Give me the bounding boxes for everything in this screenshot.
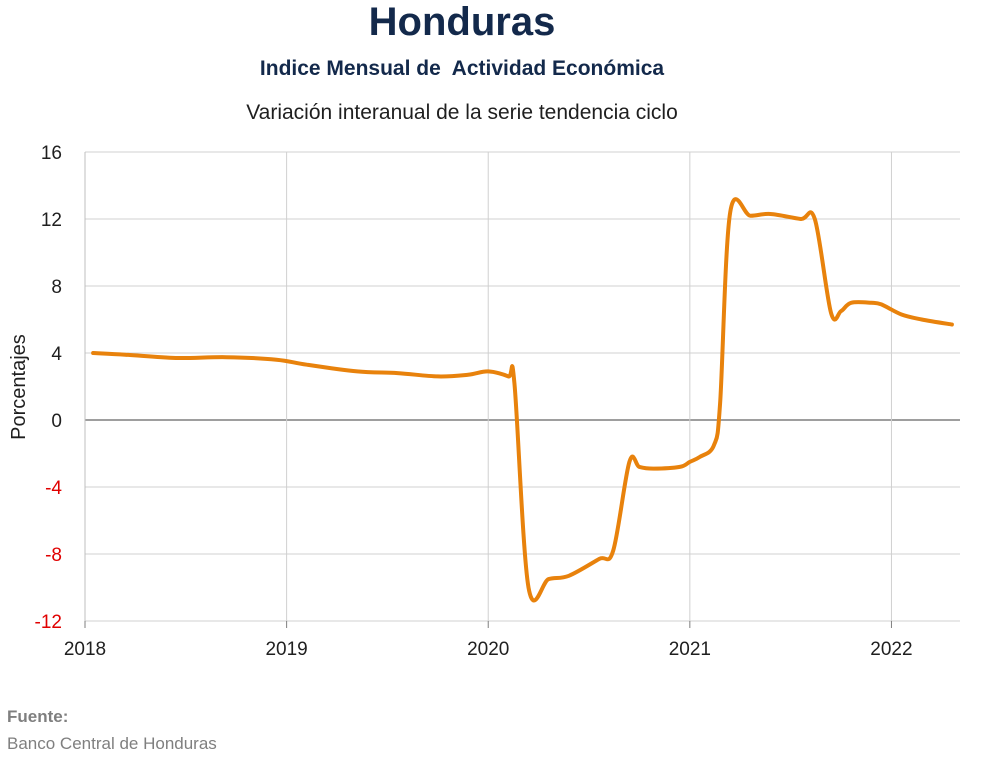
y-tick-label: -12 bbox=[35, 612, 62, 633]
x-tick-label: 2020 bbox=[467, 639, 509, 660]
x-tick-label: 2019 bbox=[265, 639, 307, 660]
x-tick-label: 2022 bbox=[870, 639, 912, 660]
y-axis-ticks: 16 12 8 4 0 -4 -8 -12 bbox=[35, 143, 63, 633]
x-tick-label: 2018 bbox=[64, 639, 106, 660]
y-tick-label: 0 bbox=[51, 411, 62, 432]
chart-subtitle-secondary: Variación interanual de la serie tendenc… bbox=[246, 101, 678, 124]
line-chart: 16 12 8 4 0 -4 -8 -12 2018 2019 2020 2021 2022 Porc… bbox=[8, 143, 960, 660]
y-tick-label: 16 bbox=[41, 143, 62, 164]
series-layer bbox=[91, 197, 954, 603]
y-tick-label: -8 bbox=[45, 545, 62, 566]
series-line bbox=[91, 197, 954, 603]
chart-subtitle: Indice Mensual de Actividad Económica bbox=[259, 57, 665, 80]
y-tick-label: -4 bbox=[45, 478, 62, 499]
gridlines bbox=[84, 151, 960, 628]
x-axis-ticks: 2018 2019 2020 2021 2022 bbox=[64, 639, 913, 660]
y-tick-label: 4 bbox=[51, 344, 62, 365]
source-text: Banco Central de Honduras bbox=[7, 734, 217, 753]
x-tick-label: 2021 bbox=[669, 639, 711, 660]
y-axis-label: Porcentajes bbox=[8, 334, 30, 440]
chart-title: Honduras bbox=[368, 0, 556, 44]
y-tick-label: 8 bbox=[51, 277, 62, 298]
source-label: Fuente: bbox=[7, 707, 69, 726]
y-tick-label: 12 bbox=[41, 210, 62, 231]
